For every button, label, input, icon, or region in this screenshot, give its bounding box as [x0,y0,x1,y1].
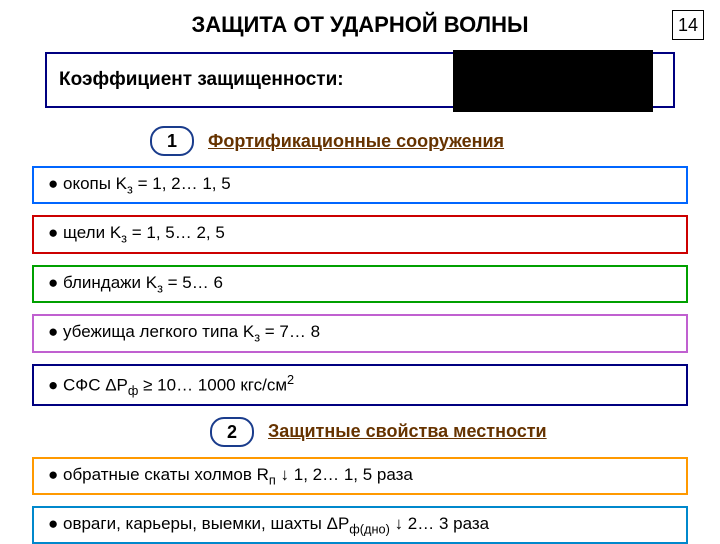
page-number: 14 [672,10,704,40]
section-1-head: 1 Фортификационные сооружения [150,126,700,156]
list-item: ● щели Kз = 1, 5… 2, 5 [32,215,688,253]
section-2-number: 2 [210,417,254,447]
list-item: ● блиндажи Kз = 5… 6 [32,265,688,303]
coefficient-box: Коэффициент защищенности: [45,52,675,108]
section-2-head: 2 Защитные свойства местности [210,417,700,447]
section-2-title: Защитные свойства местности [268,421,547,442]
page-title: ЗАЩИТА ОТ УДАРНОЙ ВОЛНЫ [20,12,700,38]
formula-blackbox [453,50,653,112]
list-item: ● окопы Kз = 1, 2… 1, 5 [32,166,688,204]
list-item: ● обратные скаты холмов Rп ↓ 1, 2… 1, 5 … [32,457,688,495]
coefficient-label: Коэффициент защищенности: [59,69,344,91]
section-1-title: Фортификационные сооружения [208,131,504,152]
list-item: ● СФС ΔРф ≥ 10… 1000 кгс/см2 [32,364,688,406]
list-item: ● овраги, карьеры, выемки, шахты ΔРф(дно… [32,506,688,544]
section-1-number: 1 [150,126,194,156]
list-item: ● убежища легкого типа Kз = 7… 8 [32,314,688,352]
